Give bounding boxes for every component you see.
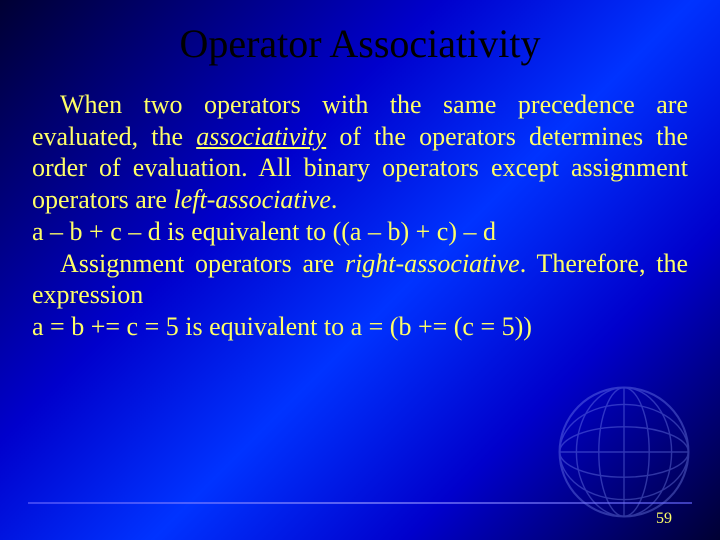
- para2-example1: a – b + c – d is equivalent to ((a – b) …: [32, 217, 496, 246]
- slide-container: Operator Associativity When two operator…: [0, 0, 720, 540]
- footer-divider: [28, 502, 692, 504]
- para3-pre: Assignment operators are: [60, 249, 345, 278]
- para1-associativity: associativity: [196, 122, 326, 151]
- para4-example2: a = b += c = 5 is equivalent to a = (b +…: [32, 312, 532, 341]
- slide-title: Operator Associativity: [28, 20, 692, 67]
- slide-body: When two operators with the same precede…: [28, 89, 692, 343]
- globe-icon: [554, 382, 694, 522]
- para1-left-associative: left-associative: [173, 185, 330, 214]
- para1-end: .: [331, 185, 338, 214]
- para3-right-associative: right-associative: [345, 249, 520, 278]
- page-number: 59: [656, 510, 672, 528]
